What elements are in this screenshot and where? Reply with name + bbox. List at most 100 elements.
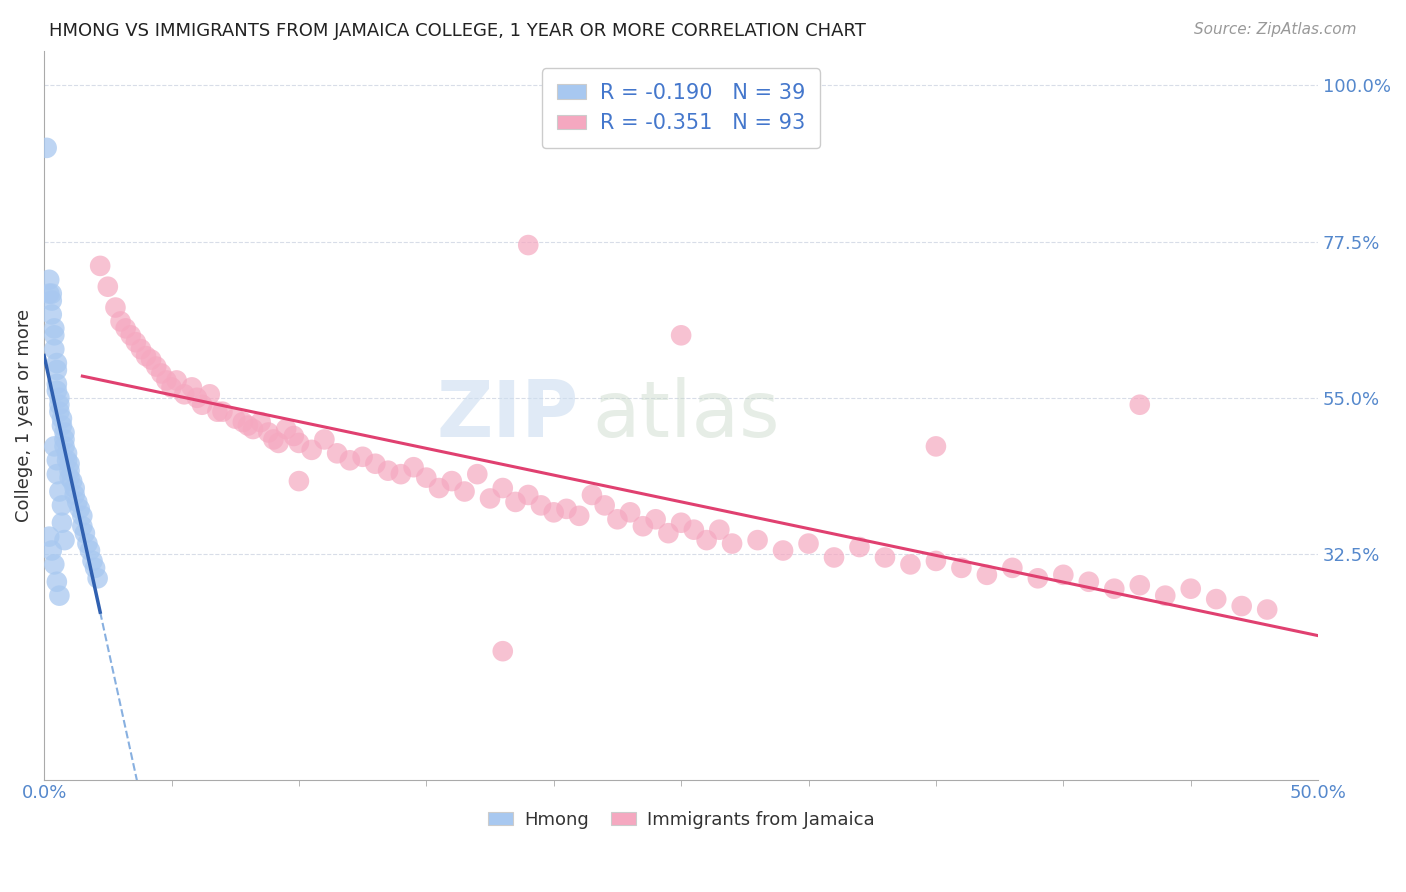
Point xyxy=(683,523,706,537)
Point xyxy=(709,523,731,537)
Point xyxy=(45,356,67,370)
Point xyxy=(44,558,66,572)
Point xyxy=(276,422,298,436)
Point xyxy=(53,425,76,440)
Point xyxy=(82,554,104,568)
Text: atlas: atlas xyxy=(592,377,779,453)
Point xyxy=(180,380,202,394)
Point xyxy=(135,349,157,363)
Point xyxy=(150,367,173,381)
Point xyxy=(120,328,142,343)
Point xyxy=(427,481,450,495)
Legend: Hmong, Immigrants from Jamaica: Hmong, Immigrants from Jamaica xyxy=(481,804,882,836)
Point xyxy=(1129,398,1152,412)
Point xyxy=(242,422,264,436)
Point xyxy=(555,501,578,516)
Point xyxy=(48,391,70,405)
Point xyxy=(797,536,820,550)
Point xyxy=(925,439,948,453)
Point xyxy=(97,279,120,293)
Point xyxy=(517,488,540,502)
Point xyxy=(1001,561,1024,575)
Point xyxy=(86,571,108,585)
Point xyxy=(543,505,565,519)
Point xyxy=(45,363,67,377)
Point xyxy=(479,491,502,506)
Point xyxy=(145,359,167,374)
Point xyxy=(45,384,67,398)
Point xyxy=(51,411,73,425)
Point xyxy=(51,499,73,513)
Point xyxy=(44,342,66,356)
Point xyxy=(950,561,973,575)
Point xyxy=(505,495,527,509)
Point xyxy=(198,387,221,401)
Point xyxy=(69,501,91,516)
Point xyxy=(644,512,666,526)
Point xyxy=(72,519,94,533)
Point xyxy=(352,450,374,464)
Point xyxy=(1205,592,1227,607)
Point xyxy=(823,550,845,565)
Point xyxy=(56,453,79,467)
Point xyxy=(89,259,111,273)
Point xyxy=(257,425,280,440)
Point xyxy=(236,418,259,433)
Point xyxy=(155,373,177,387)
Point xyxy=(48,405,70,419)
Point xyxy=(873,550,896,565)
Point xyxy=(160,380,183,394)
Point xyxy=(283,429,305,443)
Point xyxy=(402,460,425,475)
Point xyxy=(104,301,127,315)
Point xyxy=(58,464,80,478)
Point xyxy=(84,561,107,575)
Point xyxy=(48,484,70,499)
Point xyxy=(1026,571,1049,585)
Point xyxy=(772,543,794,558)
Point xyxy=(53,533,76,547)
Point xyxy=(38,273,60,287)
Point xyxy=(38,286,60,301)
Text: HMONG VS IMMIGRANTS FROM JAMAICA COLLEGE, 1 YEAR OR MORE CORRELATION CHART: HMONG VS IMMIGRANTS FROM JAMAICA COLLEGE… xyxy=(49,22,866,40)
Point xyxy=(166,373,188,387)
Point xyxy=(66,495,89,509)
Point xyxy=(339,453,361,467)
Point xyxy=(114,321,136,335)
Point xyxy=(60,474,83,488)
Point xyxy=(721,536,744,550)
Point xyxy=(45,376,67,391)
Point xyxy=(696,533,718,547)
Point xyxy=(301,442,323,457)
Text: ZIP: ZIP xyxy=(437,377,579,453)
Point xyxy=(619,505,641,519)
Point xyxy=(53,433,76,447)
Point xyxy=(58,457,80,471)
Point xyxy=(44,321,66,335)
Point xyxy=(1154,589,1177,603)
Point xyxy=(125,335,148,350)
Point xyxy=(288,474,311,488)
Point xyxy=(492,644,515,658)
Point xyxy=(364,457,387,471)
Point xyxy=(631,519,654,533)
Point xyxy=(191,398,214,412)
Point xyxy=(207,405,229,419)
Point xyxy=(186,391,208,405)
Point xyxy=(581,488,603,502)
Y-axis label: College, 1 year or more: College, 1 year or more xyxy=(15,309,32,522)
Point xyxy=(45,467,67,482)
Point xyxy=(377,464,399,478)
Point xyxy=(72,508,94,523)
Point xyxy=(1180,582,1202,596)
Point xyxy=(44,328,66,343)
Point xyxy=(669,328,692,343)
Point xyxy=(76,536,98,550)
Point xyxy=(51,516,73,530)
Point xyxy=(267,436,290,450)
Point xyxy=(41,308,63,322)
Point xyxy=(58,470,80,484)
Point xyxy=(1077,574,1099,589)
Point xyxy=(389,467,412,482)
Point xyxy=(1052,567,1074,582)
